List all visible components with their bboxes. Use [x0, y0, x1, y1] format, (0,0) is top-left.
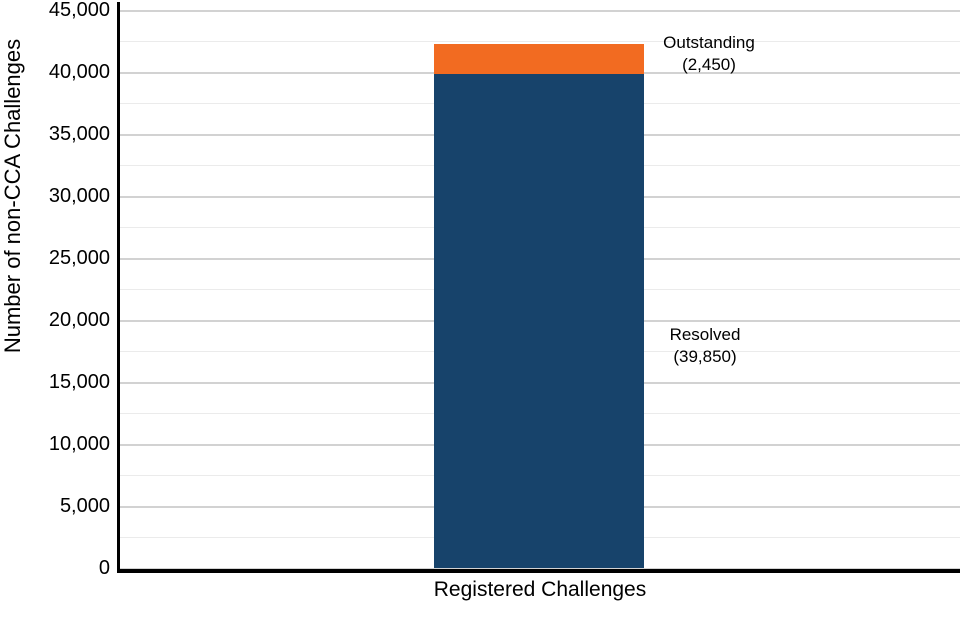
- gridline: [120, 10, 960, 12]
- y-tick-label: 45,000: [48, 0, 110, 21]
- y-tick-label: 30,000: [48, 185, 110, 207]
- outstanding-bar-segment: [434, 43, 644, 74]
- resolved-annotation-label: Resolved: [669, 325, 741, 344]
- outstanding-annotation: Outstanding (2,450): [649, 32, 769, 76]
- y-tick-label: 5,000: [59, 495, 110, 517]
- y-tick-label: 35,000: [48, 123, 110, 145]
- resolved-annotation: Resolved (39,850): [645, 324, 765, 368]
- y-axis-line: [117, 2, 120, 572]
- gridline: [120, 41, 960, 42]
- y-tick-label: 15,000: [48, 371, 110, 393]
- x-axis-line: [117, 569, 960, 573]
- y-tick-label: 20,000: [48, 309, 110, 331]
- x-axis-title: Registered Challenges: [433, 578, 647, 601]
- y-tick-label: 0: [98, 557, 110, 579]
- outstanding-annotation-value: (2,450): [682, 55, 736, 74]
- y-tick-label: 25,000: [48, 247, 110, 269]
- y-axis-title: Number of non-CCA Challenges: [0, 38, 25, 354]
- y-tick-label: 40,000: [48, 61, 110, 83]
- resolved-bar-segment: [434, 73, 644, 568]
- resolved-annotation-value: (39,850): [673, 347, 737, 366]
- outstanding-annotation-label: Outstanding: [663, 33, 755, 52]
- y-tick-label: 10,000: [48, 433, 110, 455]
